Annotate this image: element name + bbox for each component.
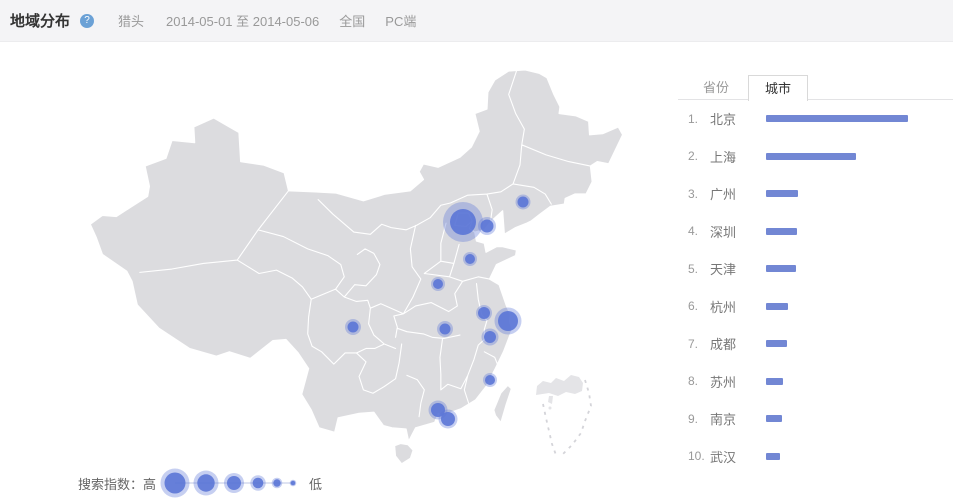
city-name: 武汉 [710, 449, 737, 465]
map-bubble[interactable] [484, 331, 496, 343]
map-bubble[interactable] [431, 403, 445, 417]
map-bubble[interactable] [478, 307, 490, 319]
city-name: 上海 [710, 149, 737, 165]
rank-number: 8. [688, 374, 699, 389]
taiwan-island [494, 385, 511, 422]
list-item: 2. 上海 [678, 138, 953, 176]
city-name: 天津 [710, 262, 737, 278]
legend-circle [164, 472, 186, 494]
filter-region[interactable]: 全国 [339, 14, 366, 29]
map-bubble[interactable] [439, 323, 451, 335]
bubble-layer [345, 194, 531, 429]
rank-number: 2. [688, 149, 699, 164]
city-name: 杭州 [710, 299, 737, 315]
map-bubble[interactable] [480, 219, 494, 233]
module-header: 地域分布 ? 猎头 2014-05-01 至 2014-05-06 全国 PC端 [0, 0, 953, 42]
index-bar [766, 340, 787, 348]
index-bar [766, 152, 856, 160]
map-legend: 搜索指数：高 低 [78, 468, 322, 498]
legend-circle [227, 476, 242, 490]
province-borders [140, 71, 591, 417]
index-bar [766, 302, 788, 310]
index-bar [766, 190, 798, 198]
legend-label: 搜索指数：高 [78, 476, 157, 492]
index-bar [766, 115, 908, 123]
map-bubble[interactable] [441, 412, 455, 426]
rank-number: 6. [688, 299, 699, 314]
city-name: 北京 [710, 112, 737, 128]
page-title: 地域分布 [10, 13, 71, 30]
list-item: 1. 北京 [678, 100, 953, 138]
list-item: 3. 广州 [678, 175, 953, 213]
legend-circle [273, 479, 281, 487]
help-icon[interactable]: ? [80, 13, 95, 28]
rank-number: 3. [688, 186, 699, 201]
filter-device[interactable]: PC端 [385, 14, 417, 29]
south-china-sea-inset [536, 375, 592, 457]
city-name: 成都 [710, 337, 737, 353]
rank-number: 7. [688, 336, 699, 351]
rank-number: 10. [688, 449, 705, 464]
index-bar [766, 377, 783, 385]
rank-number: 1. [688, 111, 699, 126]
rank-number: 5. [688, 261, 699, 276]
filter-date-range[interactable]: 2014-05-01 至 2014-05-06 [166, 14, 320, 29]
index-bar [766, 227, 797, 235]
city-name: 南京 [710, 412, 737, 428]
index-bar [766, 452, 780, 460]
legend-scale [160, 468, 297, 498]
tab-city[interactable]: 城市 [748, 75, 808, 101]
legend-low-label: 低 [309, 476, 323, 492]
list-item: 6. 杭州 [678, 288, 953, 326]
list-item: 10. 武汉 [678, 438, 953, 476]
list-item: 7. 成都 [678, 325, 953, 363]
map-bubble[interactable] [517, 196, 529, 208]
mainland-shape [90, 70, 622, 442]
rank-number: 9. [688, 411, 699, 426]
index-bar [766, 415, 782, 423]
city-name: 深圳 [710, 224, 737, 240]
list-item: 5. 天津 [678, 250, 953, 288]
map-bubble[interactable] [485, 375, 495, 385]
tab-province[interactable]: 省份 [702, 80, 729, 95]
legend-circle [252, 477, 264, 489]
city-ranking-list: 1. 北京 2. 上海 3. 广州 4. 深圳 5. 天津 6. 杭州 7. 成都 8. 苏州 9. 南京 10. 武… [678, 100, 953, 475]
filter-keyword[interactable]: 猎头 [118, 14, 145, 29]
panel-tabs: 省份 城市 [678, 75, 953, 101]
map-bubble[interactable] [433, 279, 443, 289]
city-name: 苏州 [710, 374, 737, 390]
list-item: 8. 苏州 [678, 363, 953, 401]
map-bubble[interactable] [465, 254, 475, 264]
index-bar [766, 265, 796, 273]
map-bubble[interactable] [450, 209, 476, 235]
rank-number: 4. [688, 224, 699, 239]
map-bubble[interactable] [347, 321, 359, 333]
hainan-island [395, 444, 413, 464]
list-item: 9. 南京 [678, 400, 953, 438]
list-item: 4. 深圳 [678, 213, 953, 251]
legend-circle [290, 480, 296, 486]
map-bubble[interactable] [498, 311, 518, 331]
city-name: 广州 [710, 187, 737, 203]
legend-circle [197, 474, 215, 492]
